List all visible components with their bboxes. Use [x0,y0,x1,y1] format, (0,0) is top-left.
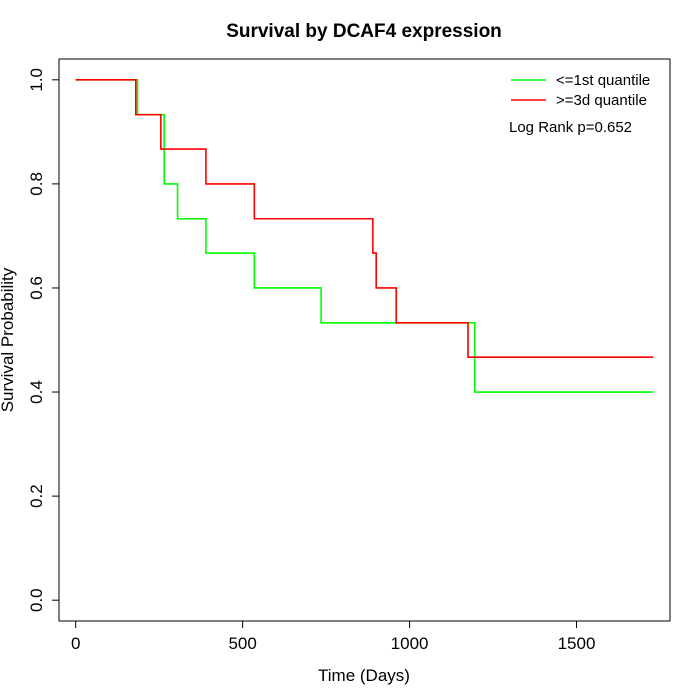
y-axis-label: Survival Probability [0,267,17,412]
x-tick-label: 1500 [558,634,596,653]
y-axis: 0.0 0.2 0.4 0.6 0.8 1.0 [27,68,60,612]
log-rank-annotation: Log Rank p=0.652 [509,119,632,136]
y-tick-label: 0.6 [27,276,46,300]
x-tick-label: 0 [71,634,80,653]
legend-label: >=3d quantile [556,92,647,109]
y-tick-label: 1.0 [27,68,46,92]
y-tick-label: 0.4 [27,380,46,404]
chart-title: Survival by DCAF4 expression [226,21,502,42]
legend-label: <=1st quantile [556,72,650,89]
x-axis: 0 500 1000 1500 [71,620,596,653]
plot-frame [58,58,671,622]
legend: <=1st quantile >=3d quantile [511,72,650,109]
x-tick-label: 1000 [391,634,429,653]
x-axis-label: Time (Days) [318,666,410,685]
x-tick-label: 500 [228,634,256,653]
y-tick-label: 0.0 [27,588,46,612]
y-tick-label: 0.2 [27,484,46,508]
series-layer [75,79,654,393]
y-tick-label: 0.8 [27,172,46,196]
series-line-1 [75,79,654,358]
